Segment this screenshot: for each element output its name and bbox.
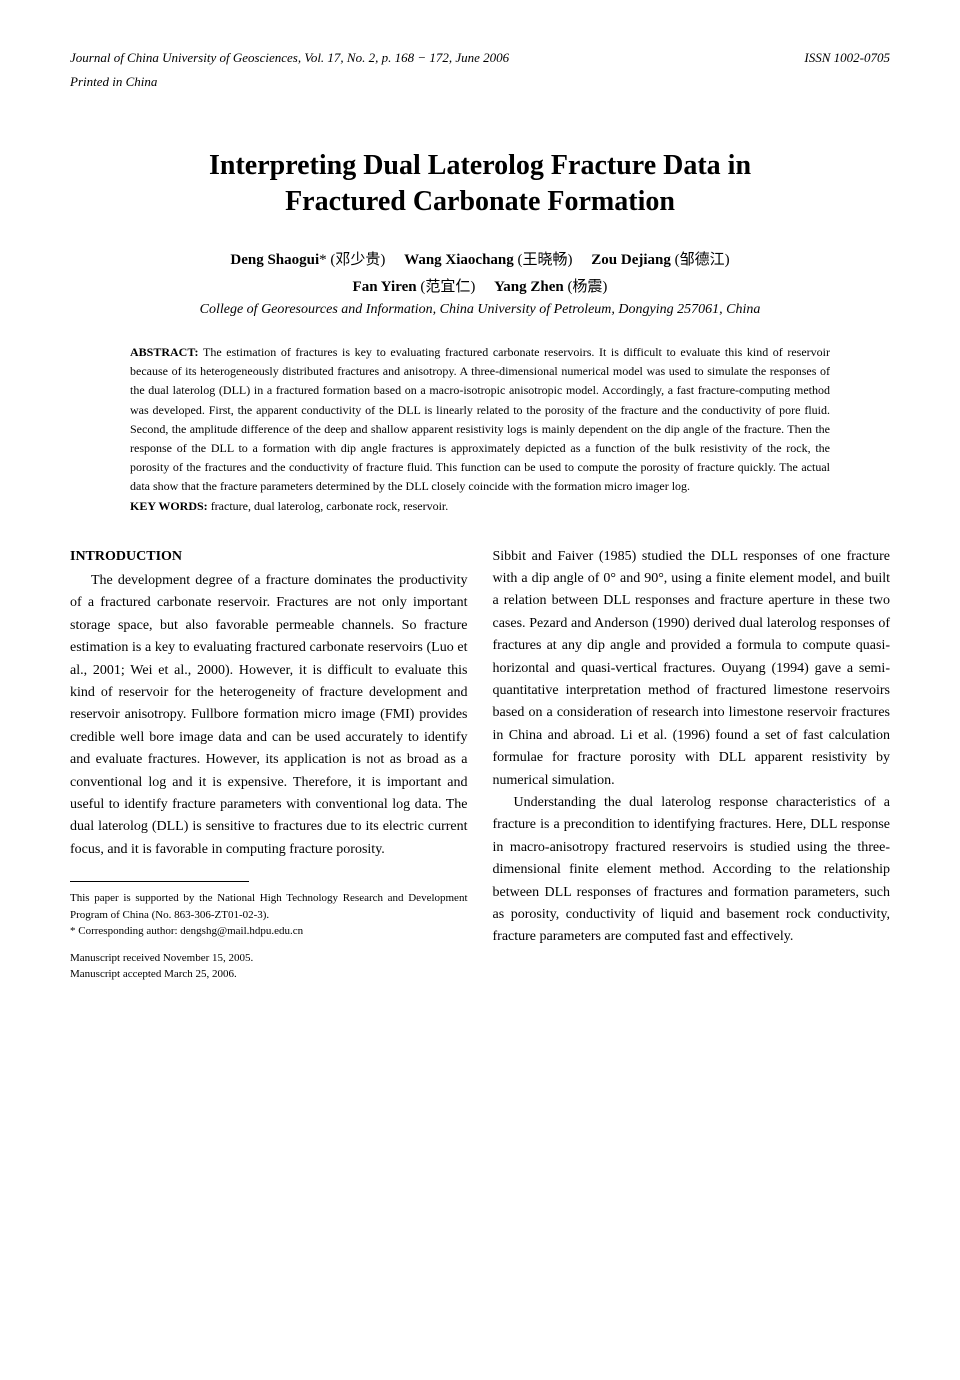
abstract-label: ABSTRACT: bbox=[130, 345, 203, 359]
author-2-chinese: (王晓畅) bbox=[514, 252, 573, 268]
intro-paragraph-right-1: Sibbit and Faiver (1985) studied the DLL… bbox=[493, 546, 891, 792]
footnote-funding: This paper is supported by the National … bbox=[70, 890, 468, 923]
author-3-chinese: (邹德江) bbox=[671, 252, 730, 268]
abstract-block: ABSTRACT: The estimation of fractures is… bbox=[70, 343, 890, 516]
footnote-accepted: Manuscript accepted March 25, 2006. bbox=[70, 966, 468, 983]
author-1-chinese: * (邓少贵) bbox=[319, 252, 385, 268]
authors-line2: Fan Yiren (范宜仁) Yang Zhen (杨震) bbox=[70, 275, 890, 296]
body-columns: INTRODUCTION The development degree of a… bbox=[70, 546, 890, 983]
paper-title-line2: Fractured Carbonate Formation bbox=[70, 186, 890, 218]
keywords-text: fracture, dual laterolog, carbonate rock… bbox=[211, 499, 449, 513]
author-5-chinese: (杨震) bbox=[564, 279, 608, 295]
keywords-label: KEY WORDS: bbox=[130, 499, 211, 513]
author-5: Yang Zhen bbox=[494, 279, 564, 295]
footnote-received: Manuscript received November 15, 2005. bbox=[70, 950, 468, 967]
introduction-heading: INTRODUCTION bbox=[70, 546, 468, 568]
printed-info: Printed in China bbox=[70, 74, 890, 90]
issn-info: ISSN 1002-0705 bbox=[804, 50, 890, 66]
paper-title-line1: Interpreting Dual Laterolog Fracture Dat… bbox=[70, 150, 890, 182]
right-column: Sibbit and Faiver (1985) studied the DLL… bbox=[493, 546, 891, 983]
author-2: Wang Xiaochang bbox=[404, 252, 514, 268]
intro-paragraph-right-2: Understanding the dual laterolog respons… bbox=[493, 792, 891, 949]
footnote-corresponding: * Corresponding author: dengshg@mail.hdp… bbox=[70, 923, 468, 940]
left-column: INTRODUCTION The development degree of a… bbox=[70, 546, 468, 983]
footnote-separator bbox=[70, 881, 249, 882]
authors-line1: Deng Shaogui* (邓少贵) Wang Xiaochang (王晓畅)… bbox=[70, 248, 890, 269]
intro-paragraph-left: The development degree of a fracture dom… bbox=[70, 570, 468, 861]
abstract-text: The estimation of fractures is key to ev… bbox=[130, 345, 830, 493]
author-4-chinese: (范宜仁) bbox=[417, 279, 476, 295]
author-3: Zou Dejiang bbox=[591, 252, 671, 268]
journal-info: Journal of China University of Geoscienc… bbox=[70, 50, 509, 66]
author-4: Fan Yiren bbox=[353, 279, 417, 295]
author-1: Deng Shaogui bbox=[230, 252, 319, 268]
affiliation: College of Georesources and Information,… bbox=[70, 302, 890, 318]
